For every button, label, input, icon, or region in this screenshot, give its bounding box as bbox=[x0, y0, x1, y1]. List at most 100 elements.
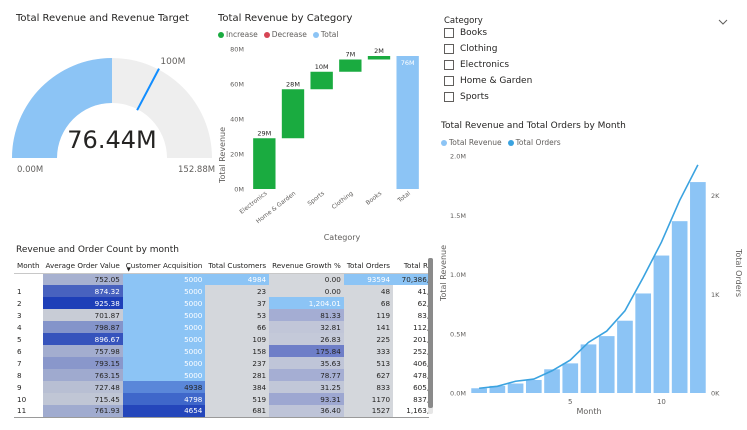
checkbox-home-garden[interactable] bbox=[444, 76, 454, 86]
slicer-item-sports[interactable]: Sports bbox=[444, 92, 489, 102]
waterfall-bar bbox=[310, 71, 333, 90]
cell-total-orders: 513 bbox=[343, 357, 394, 369]
legend-item-total-orders[interactable]: Total Orders bbox=[507, 138, 561, 147]
cell-customer-acquisition: 5000 bbox=[122, 273, 206, 285]
gauge-title: Total Revenue and Revenue Target bbox=[16, 13, 189, 24]
checkbox-sports[interactable] bbox=[444, 92, 454, 102]
legend-label-total-revenue: Total Revenue bbox=[449, 138, 502, 147]
total-month: Total bbox=[14, 416, 43, 418]
legend-item-decrease[interactable]: Decrease bbox=[263, 30, 307, 39]
col-header-customer-acquisition[interactable]: Customer Acquisition ▼ bbox=[122, 258, 206, 274]
cell-avg-order-value: 757.98 bbox=[42, 345, 123, 357]
col-header-customer-acquisition-label: Customer Acquisition bbox=[125, 260, 203, 270]
cell-total-revenue: 41,967.52 bbox=[393, 285, 429, 297]
legend-item-total[interactable]: Total bbox=[312, 30, 339, 39]
waterfall-data-label: 76M bbox=[401, 59, 415, 67]
cell-total-revenue: 112,331.34 bbox=[393, 321, 429, 333]
slicer-label-home-garden: Home & Garden bbox=[460, 76, 533, 86]
waterfall-data-label: 7M bbox=[345, 51, 355, 59]
cell-total-revenue: 70,386,928.78 bbox=[393, 273, 429, 285]
checkbox-electronics[interactable] bbox=[444, 60, 454, 70]
gauge-max-label: 152.88M bbox=[178, 165, 215, 175]
slicer-dropdown-chevron-icon[interactable] bbox=[718, 12, 728, 25]
col-header-revenue-growth[interactable]: Revenue Growth % bbox=[269, 258, 344, 274]
combo-xlabel: Month bbox=[576, 407, 601, 416]
cell-total-customers: 681 bbox=[205, 405, 270, 417]
legend-label-total: Total bbox=[320, 30, 339, 39]
sort-desc-icon[interactable]: ▼ bbox=[126, 267, 131, 273]
combo-title: Total Revenue and Total Orders by Month bbox=[441, 121, 626, 131]
legend-dot-total bbox=[312, 31, 319, 38]
combo-revenue-bar bbox=[617, 320, 633, 393]
waterfall-bar bbox=[339, 59, 362, 72]
col-header-month[interactable]: Month bbox=[14, 258, 43, 274]
cell-customer-acquisition: 5000 bbox=[122, 369, 206, 381]
col-header-total-orders[interactable]: Total Orders bbox=[343, 258, 394, 274]
col-header-average-order-value[interactable]: Average Order Value bbox=[42, 258, 123, 274]
combo-revenue-bar bbox=[507, 383, 524, 393]
waterfall-bar bbox=[396, 56, 419, 189]
combo-chart[interactable]: Total Revenue Total Orders Month 0.0M 0.5… bbox=[437, 148, 742, 423]
gauge-value-label: 76.44M bbox=[67, 126, 156, 154]
waterfall-data-label: 29M bbox=[257, 129, 271, 137]
cell-revenue-growth: 0.00 bbox=[269, 285, 344, 297]
cell-total-orders: 833 bbox=[343, 381, 394, 393]
col-header-total-customers[interactable]: Total Customers bbox=[205, 258, 270, 274]
legend-dot-total-revenue bbox=[441, 139, 447, 146]
cell-month: 4 bbox=[14, 321, 43, 333]
legend-label-increase: Increase bbox=[226, 30, 258, 39]
cell-avg-order-value: 798.87 bbox=[42, 321, 123, 333]
cell-avg-order-value: 701.87 bbox=[42, 309, 123, 321]
cell-total-customers: 384 bbox=[205, 381, 270, 393]
combo-revenue-bar bbox=[580, 344, 597, 393]
cell-customer-acquisition: 5000 bbox=[122, 309, 206, 321]
cell-month: 5 bbox=[14, 333, 43, 345]
cell-total-customers: 519 bbox=[205, 393, 270, 405]
cell-avg-order-value: 793.15 bbox=[42, 357, 123, 369]
table-scrollbar-thumb[interactable] bbox=[428, 258, 433, 408]
cell-total-revenue: 406,861.27 bbox=[393, 357, 429, 369]
cell-revenue-growth: 81.33 bbox=[269, 309, 344, 321]
legend-item-total-revenue[interactable]: Total Revenue bbox=[441, 138, 502, 147]
legend-item-increase[interactable]: Increase bbox=[218, 30, 258, 39]
cell-month: 1 bbox=[14, 285, 43, 297]
matrix-table: Month Average Order Value Customer Acqui… bbox=[14, 258, 429, 418]
table-scrollbar[interactable] bbox=[428, 258, 433, 414]
waterfall-xlabel: Category bbox=[324, 233, 361, 242]
checkbox-books[interactable] bbox=[444, 28, 454, 38]
gauge-chart[interactable]: 100M 76.44M 0.00M 152.88M bbox=[10, 34, 215, 176]
combo-revenue-bar bbox=[653, 255, 670, 393]
cell-total-orders: 627 bbox=[343, 369, 394, 381]
waterfall-legend: Increase Decrease Total bbox=[218, 30, 338, 39]
combo-ytick-right-label: 1K bbox=[711, 291, 720, 299]
cell-revenue-growth: 35.63 bbox=[269, 357, 344, 369]
slicer-item-electronics[interactable]: Electronics bbox=[444, 60, 509, 70]
slicer-item-home-garden[interactable]: Home & Garden bbox=[444, 76, 532, 86]
total-total-customers: 4990 bbox=[205, 416, 270, 418]
waterfall-ytick-label: 40M bbox=[230, 116, 244, 124]
slicer-item-clothing[interactable]: Clothing bbox=[444, 44, 497, 54]
waterfall-ytick-label: 20M bbox=[230, 151, 244, 159]
cell-revenue-growth: 31.25 bbox=[269, 381, 344, 393]
waterfall-bar bbox=[281, 89, 305, 139]
waterfall-chart[interactable]: Total Revenue Category 0M 20M 40M 60M 80M 29M… bbox=[214, 40, 434, 245]
cell-total-customers: 237 bbox=[205, 357, 270, 369]
cell-customer-acquisition: 5000 bbox=[122, 357, 206, 369]
combo-orders-line bbox=[479, 164, 699, 390]
slicer-item-books[interactable]: Books bbox=[444, 28, 487, 38]
table-total-row: Total752.9250004990656.1310152876,442,42… bbox=[14, 416, 429, 418]
checkbox-clothing[interactable] bbox=[444, 44, 454, 54]
col-header-total-revenue[interactable]: Total Revenue bbox=[393, 258, 429, 274]
